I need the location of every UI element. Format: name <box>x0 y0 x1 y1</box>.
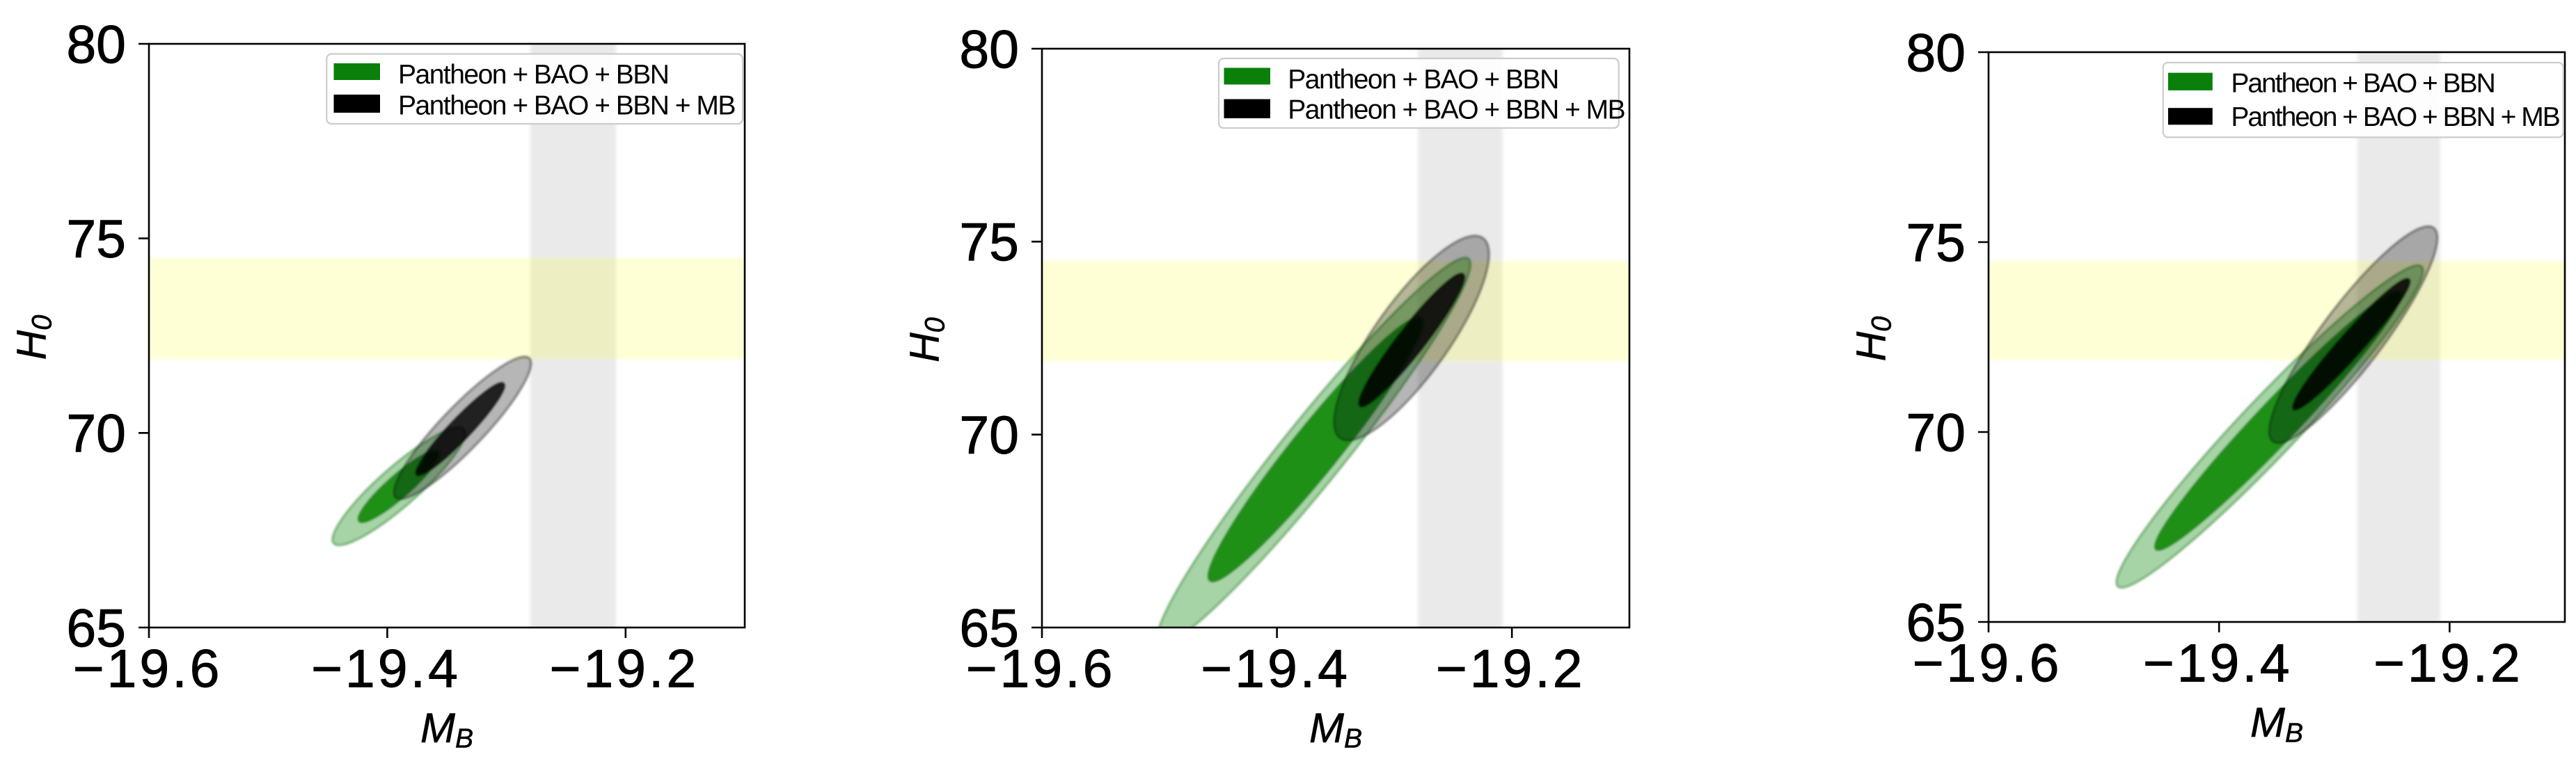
svg-text:Pantheon + BAO + BBN + MB: Pantheon + BAO + BBN + MB <box>2231 102 2559 132</box>
svg-text:70: 70 <box>959 406 1019 465</box>
svg-text:−19.4: −19.4 <box>1201 639 1350 699</box>
svg-text:70: 70 <box>66 404 126 464</box>
svg-text:80: 80 <box>1906 23 1966 83</box>
svg-text:75: 75 <box>66 209 126 269</box>
svg-text:65: 65 <box>959 598 1019 658</box>
svg-text:H0: H0 <box>902 317 951 362</box>
svg-text:−19.2: −19.2 <box>549 639 699 699</box>
svg-text:−19.6: −19.6 <box>966 639 1116 699</box>
svg-text:75: 75 <box>959 213 1019 273</box>
svg-text:−19.4: −19.4 <box>2143 634 2293 694</box>
svg-text:−19.2: −19.2 <box>1436 639 1586 699</box>
svg-text:MB: MB <box>1309 705 1362 754</box>
svg-text:75: 75 <box>1906 213 1966 273</box>
svg-text:Pantheon + BAO + BBN: Pantheon + BAO + BBN <box>398 60 668 90</box>
svg-text:70: 70 <box>1906 403 1966 463</box>
svg-text:80: 80 <box>66 15 126 74</box>
svg-text:−19.6: −19.6 <box>1913 634 2062 694</box>
svg-text:Pantheon + BAO + BBN: Pantheon + BAO + BBN <box>1288 65 1558 95</box>
svg-text:Pantheon + BAO + BBN + MB: Pantheon + BAO + BBN + MB <box>1288 95 1625 125</box>
svg-text:65: 65 <box>66 598 126 658</box>
svg-text:−19.6: −19.6 <box>73 639 223 699</box>
svg-text:80: 80 <box>959 19 1019 79</box>
svg-text:−19.2: −19.2 <box>2373 634 2523 694</box>
svg-text:−19.4: −19.4 <box>311 639 461 699</box>
svg-text:Pantheon + BAO + BBN + MB: Pantheon + BAO + BBN + MB <box>398 91 735 121</box>
svg-text:65: 65 <box>1906 593 1966 653</box>
svg-text:Pantheon + BAO + BBN: Pantheon + BAO + BBN <box>2231 68 2494 98</box>
